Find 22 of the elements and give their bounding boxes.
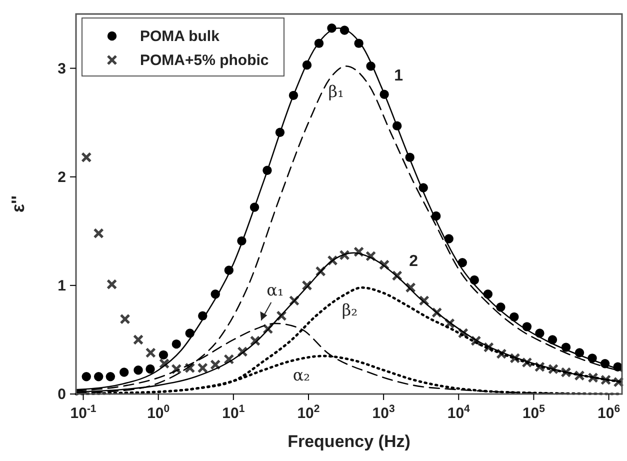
x-axis-title: Frequency (Hz) bbox=[288, 432, 410, 451]
x-tick-label: 10$^{1}$ bbox=[222, 403, 245, 422]
series-label: β₁ bbox=[328, 82, 344, 102]
series-label: 1 bbox=[394, 67, 404, 84]
series-label: 2 bbox=[409, 253, 418, 270]
y-tick-label: 3 bbox=[58, 60, 66, 78]
y-tick-label: 1 bbox=[58, 277, 66, 294]
series-label: α₁ bbox=[266, 280, 284, 300]
y-axis-title: ε'' bbox=[8, 195, 28, 213]
legend-label: POMA+5% phobic bbox=[140, 52, 269, 69]
x-tick-label: 10$^{3}$ bbox=[372, 403, 395, 422]
x-tick-label: 10$^{0}$ bbox=[147, 403, 170, 422]
series-label: β₂ bbox=[342, 300, 358, 320]
legend-label: POMA bulk bbox=[140, 28, 220, 45]
y-tick-label: 2 bbox=[58, 168, 66, 186]
series-label: α₂ bbox=[292, 366, 310, 384]
x-tick-label: 10$^{5}$ bbox=[522, 403, 546, 422]
x-tick-label: 10$^{6}$ bbox=[598, 403, 620, 422]
x-tick-label: 10$^{4}$ bbox=[447, 403, 470, 422]
x-tick-label: 10$^{-1}$ bbox=[70, 403, 96, 422]
y-tick-label: 0 bbox=[58, 386, 66, 403]
x-tick-label: 10$^{2}$ bbox=[297, 403, 320, 422]
